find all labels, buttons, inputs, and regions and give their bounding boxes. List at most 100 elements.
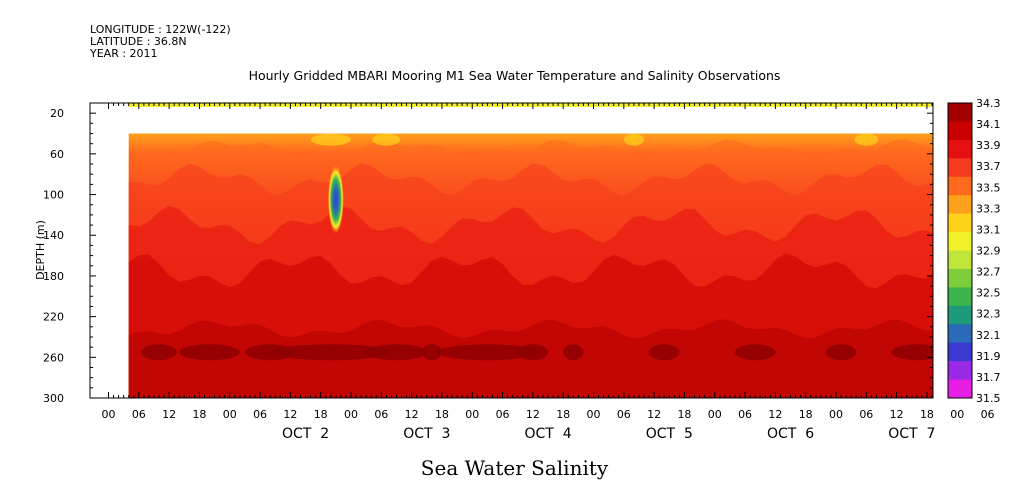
chart-title: Hourly Gridded MBARI Mooring M1 Sea Wate… [248,68,781,83]
x-hour-label: 12 [647,408,661,421]
x-hour-label: 00 [587,408,601,421]
pocket-1 [372,133,401,146]
y-tick-label: 140 [43,229,64,242]
x-day-label: OCT 5 [646,426,693,442]
y-tick-label: 220 [43,311,64,324]
colorbar-swatch [948,158,972,178]
x-hour-label: 00 [829,408,843,421]
missing-data-band [128,107,933,124]
colorbar-label: 32.9 [976,245,1001,258]
x-hour-label: 12 [283,408,297,421]
x-hour-label: 06 [617,408,631,421]
plot-axes [89,102,934,399]
x-hour-label: 00 [223,408,237,421]
chart-subtitle: Sea Water Salinity [420,456,609,480]
x-hour-label: 18 [556,408,570,421]
colorbar: 34.3 34.1 33.9 33.7 33.5 33.3 33.1 32.9 32.7 32.5… [947,97,1001,405]
x-hour-label: 18 [435,408,449,421]
colorbar-frame [947,102,973,399]
colorbar-label: 31.7 [976,371,1001,384]
dark-pocket-0 [141,344,177,361]
colorbar-swatch [948,361,972,381]
x-hour-label: 18 [920,408,934,421]
colorbar-swatch [948,324,972,344]
colorbar-swatch [948,232,972,251]
colorbar-swatch [948,213,972,233]
colorbar-label: 32.3 [976,308,1001,321]
dark-pocket-7 [517,344,549,361]
colorbar-label: 34.1 [976,118,1001,131]
colorbar-swatch [948,305,972,325]
colorbar-swatch [948,342,972,362]
dark-pocket-10 [734,344,776,361]
x-day-label: OCT 7 [888,426,935,442]
dark-pocket-1 [179,344,240,361]
colorbar-label: 33.3 [976,202,1001,215]
y-tick-label: 60 [50,148,64,161]
colorbar-label: 32.7 [976,266,1001,279]
x-hour-label: 18 [799,408,813,421]
x-hour-label: 12 [526,408,540,421]
x-hour-label: 18 [677,408,691,421]
x-day-label: OCT 4 [524,426,571,442]
latitude-label: LATITUDE : 36.8N [90,35,187,48]
colorbar-swatch [948,139,972,159]
year-label: YEAR : 2011 [90,47,158,60]
colorbar-label: 33.9 [976,139,1001,152]
longitude-label: LONGITUDE : 122W(-122) [90,23,231,36]
x-hour-label: 00 [950,408,964,421]
dark-pocket-6 [436,344,538,361]
x-hour-label: 06 [374,408,388,421]
dark-pocket-11 [825,344,857,361]
x-hour-label: 12 [405,408,419,421]
anomaly-blob [327,165,344,234]
colorbar-label: 34.3 [976,97,1001,110]
x-hour-label: 12 [890,408,904,421]
x-hour-label: 00 [465,408,479,421]
x-hour-label: 00 [708,408,722,421]
colorbar-swatch [948,121,972,141]
x-day-label: OCT 2 [282,426,329,442]
colorbar-swatch [948,250,972,270]
x-hour-label: 06 [496,408,510,421]
colorbar-swatch [948,268,972,288]
x-hour-label: 06 [981,408,995,421]
x-hour-label: 12 [162,408,176,421]
surface-band [128,103,933,108]
dark-pocket-4 [366,344,427,361]
x-hour-label: 06 [859,408,873,421]
y-tick-label: 20 [50,107,64,120]
colorbar-label: 32.5 [976,287,1001,300]
dark-pocket-3 [270,344,392,361]
metadata-block: LONGITUDE : 122W(-122) LATITUDE : 36.8N … [90,24,231,60]
y-axis-label: DEPTH (m) [34,220,47,280]
x-hour-label: 18 [192,408,206,421]
colorbar-label: 31.5 [976,392,1001,405]
x-hour-label: 06 [738,408,752,421]
colorbar-swatch [948,379,972,399]
x-day-label: OCT 6 [767,426,814,442]
colorbar-label: 33.1 [976,223,1001,236]
y-tick-label: 100 [43,189,64,202]
y-tick-label: 300 [43,392,64,405]
missing-data-band [128,123,933,134]
colorbar-label: 33.5 [976,181,1001,194]
x-hour-label: 12 [768,408,782,421]
x-hour-label: 06 [253,408,267,421]
dark-pocket-12 [891,344,933,361]
pocket-3 [854,133,879,146]
y-tick-label: 260 [43,351,64,364]
y-tick-label: 180 [43,270,64,283]
x-hour-label: 00 [102,408,116,421]
plot-frame [89,102,934,399]
pocket-2 [623,133,644,146]
colorbar-swatch [948,287,972,307]
colorbar-swatch [948,176,972,196]
dark-pocket-8 [563,344,584,361]
x-hour-label: 18 [314,408,328,421]
colorbar-swatch [948,103,972,122]
x-hour-label: 06 [132,408,146,421]
colorbar-label: 32.1 [976,329,1001,342]
x-hour-label: 00 [344,408,358,421]
